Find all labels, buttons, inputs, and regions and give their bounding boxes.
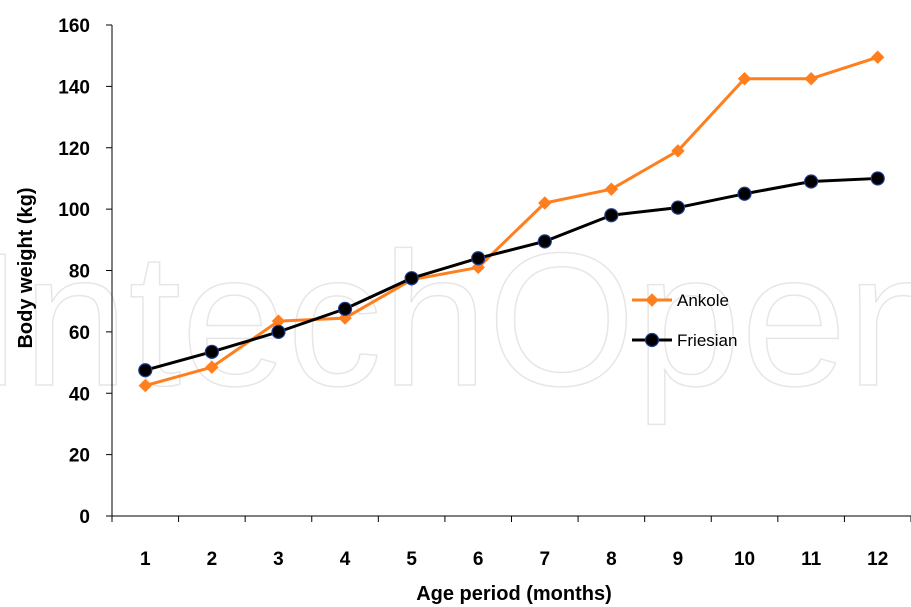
legend-label-ankole: Ankole — [677, 291, 729, 310]
series-line-friesian — [144, 176, 878, 372]
data-point-friesian — [271, 324, 286, 339]
y-axis-title: Body weight (kg) — [15, 187, 37, 348]
x-tick-label: 8 — [606, 549, 617, 570]
data-point-ankole — [538, 196, 552, 210]
watermark: IntechOpen — [0, 214, 911, 426]
x-tick-label: 10 — [734, 549, 755, 570]
y-tick-label: 120 — [58, 139, 90, 160]
data-point-friesian — [870, 171, 885, 186]
x-tick-label: 5 — [406, 549, 417, 570]
x-tick-label: 12 — [867, 549, 888, 570]
legend-marker-ankole — [645, 293, 659, 307]
y-tick-label: 20 — [69, 446, 90, 467]
watermark-layer: IntechOpen — [0, 213, 911, 427]
series-friesian — [138, 171, 885, 378]
data-point-ankole — [871, 50, 885, 64]
data-point-friesian — [471, 251, 486, 266]
y-tick-label: 60 — [69, 323, 90, 344]
series-line-ankole — [144, 55, 879, 388]
x-tick-label: 1 — [140, 549, 151, 570]
legend-item-friesian: Friesian — [632, 331, 737, 350]
data-point-friesian — [670, 200, 686, 215]
x-axis-title: Age period (months) — [416, 583, 612, 605]
data-point-friesian — [404, 271, 419, 286]
x-tick-label: 3 — [273, 549, 284, 570]
legend-label-friesian: Friesian — [677, 331, 737, 350]
y-tick-label: 40 — [69, 384, 90, 405]
x-tick-label: 6 — [473, 549, 484, 570]
data-point-ankole — [604, 182, 619, 196]
series-layer — [138, 50, 885, 393]
y-tick-label: 100 — [58, 200, 90, 221]
data-point-friesian — [138, 363, 153, 378]
data-point-ankole — [737, 71, 752, 86]
data-point-friesian — [604, 208, 619, 223]
data-point-friesian — [537, 234, 552, 249]
data-point-ankole — [671, 144, 685, 158]
x-tick-label: 9 — [673, 549, 684, 570]
x-tick-label: 4 — [340, 549, 351, 570]
data-point-ankole — [138, 378, 152, 393]
x-tick-label: 2 — [207, 549, 218, 570]
data-point-friesian — [737, 186, 752, 201]
data-point-friesian — [204, 344, 219, 359]
x-tick-label: 7 — [540, 549, 551, 570]
y-tick-label: 160 — [58, 16, 90, 37]
x-tick-label: 11 — [801, 549, 822, 570]
y-tick-label: 0 — [79, 507, 90, 528]
data-point-friesian — [337, 301, 353, 316]
legend-item-ankole: Ankole — [632, 291, 729, 310]
data-point-ankole — [205, 360, 219, 374]
y-tick-label: 140 — [58, 77, 90, 98]
data-point-friesian — [804, 174, 819, 189]
legend-marker-friesian — [644, 332, 660, 348]
y-tick-label: 80 — [69, 262, 90, 283]
legend: Ankole Friesian — [632, 291, 737, 350]
data-point-ankole — [804, 71, 818, 86]
